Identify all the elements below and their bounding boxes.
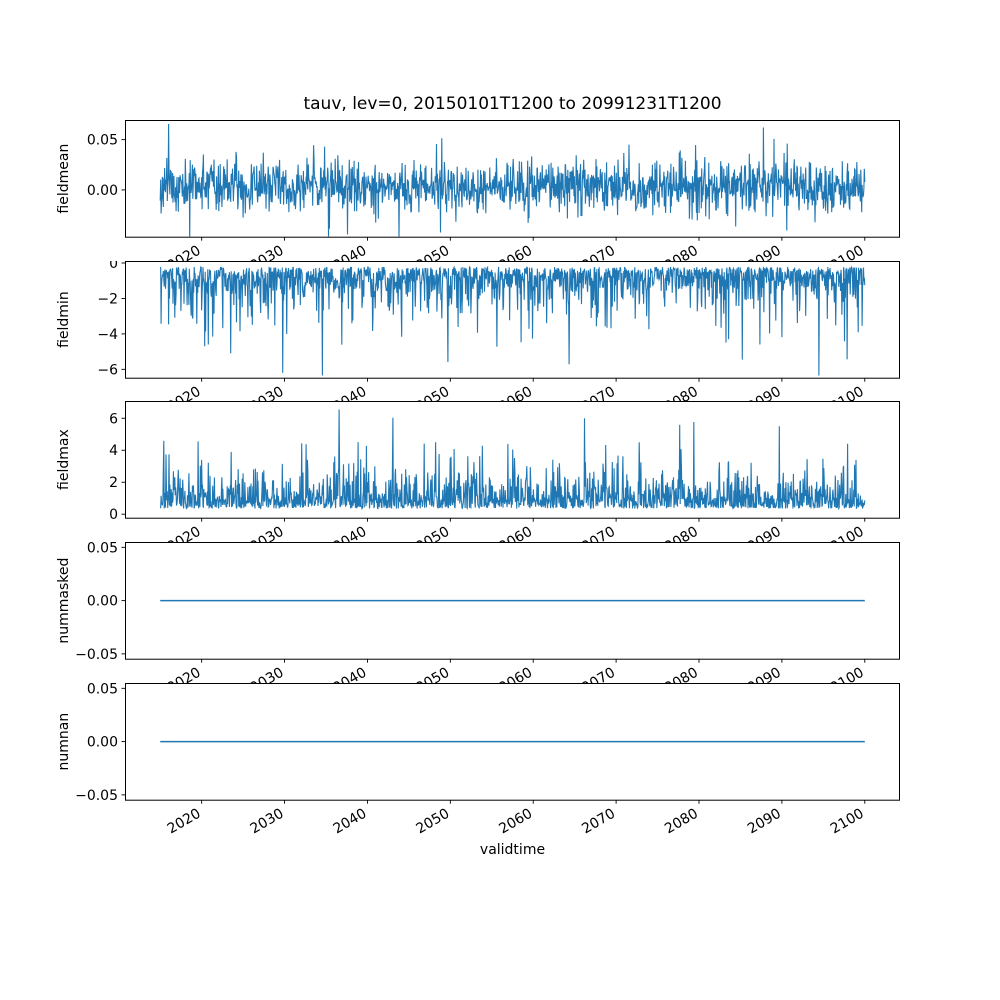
- y-tick-label: 0.00: [87, 734, 118, 750]
- y-tick-label: −4: [97, 327, 118, 343]
- y-axis-label-fieldmean: fieldmean: [56, 144, 72, 214]
- x-tick-label: 2080: [662, 805, 701, 837]
- y-tick-label: 4: [109, 444, 118, 460]
- y-tick-label: −0.05: [75, 787, 118, 803]
- x-tick-label: 2020: [165, 805, 204, 837]
- y-tick-label: 0.05: [87, 133, 118, 149]
- series-line-fieldmax: [159, 409, 866, 511]
- y-tick-label: 0.00: [87, 183, 118, 199]
- y-tick-label: 0.00: [87, 594, 118, 610]
- y-tick-label: 0: [109, 261, 118, 272]
- subplot-numnan: 0.05 0.00 −0.05 2020 2030 2040 2050 2060 2070 208…: [56, 682, 900, 837]
- y-tick-label: 0.05: [87, 542, 118, 556]
- x-tick-label: 2100: [828, 805, 867, 837]
- y-axis-label-fieldmax: fieldmax: [56, 430, 72, 491]
- x-axis-label: validtime: [479, 842, 546, 858]
- y-axis-label-fieldmin: fieldmin: [56, 291, 72, 348]
- figure-title: tauv, lev=0, 20150101T1200 to 20991231T1…: [303, 94, 722, 114]
- x-tick-label: 2030: [248, 805, 287, 837]
- y-axis-label-nummasked: nummasked: [56, 558, 72, 644]
- y-tick-label: 0: [109, 507, 118, 523]
- x-tick-label: 2090: [745, 805, 784, 837]
- y-tick-label: −2: [97, 291, 118, 307]
- series-line-fieldmean: [159, 123, 866, 237]
- y-axis-label-numnan: numnan: [56, 712, 72, 770]
- x-tick-label: 2040: [331, 805, 370, 837]
- y-tick-label: 0.05: [87, 683, 118, 697]
- y-tick-label: 2: [109, 476, 118, 492]
- y-tick-label: 6: [109, 412, 118, 428]
- series-line-fieldmin: [159, 265, 866, 376]
- x-tick-label: 2050: [413, 805, 452, 837]
- x-tick-label: 2070: [579, 805, 618, 837]
- y-tick-label: −6: [97, 362, 118, 378]
- y-tick-label: −0.05: [75, 647, 118, 663]
- x-tick-label: 2060: [496, 805, 535, 837]
